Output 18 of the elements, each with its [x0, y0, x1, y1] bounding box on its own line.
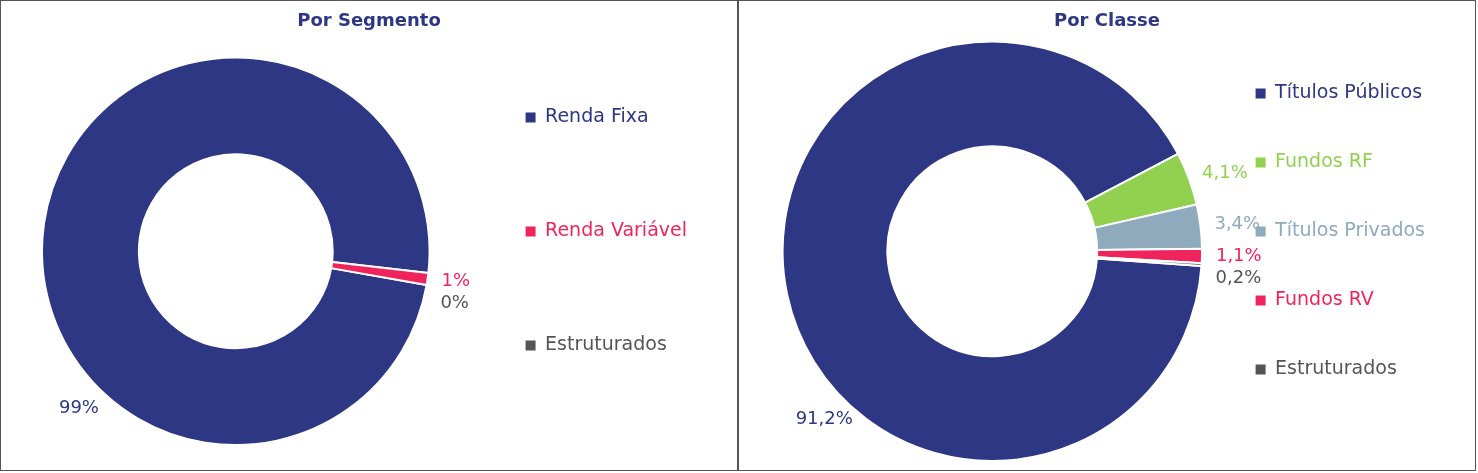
data-label: 4,1% [1202, 161, 1248, 183]
data-label: 1% [441, 268, 470, 290]
data-label: 0,2% [1215, 266, 1262, 288]
legend-label: Títulos Públicos [1274, 80, 1423, 103]
data-label: 91,2% [795, 407, 853, 429]
legend-label: Estruturados [545, 332, 667, 355]
legend-label: Renda Fixa [545, 104, 649, 127]
data-label: 99% [58, 395, 99, 417]
chart-title: Por Classe [1054, 9, 1160, 31]
legend-label: Estruturados [1275, 356, 1397, 379]
chart-title: Por Segmento [297, 9, 441, 31]
data-label: 3,4% [1214, 212, 1261, 234]
legend-label: Fundos RV [1275, 287, 1374, 310]
legend-label: Fundos RF [1275, 149, 1373, 172]
legend-label: Títulos Privados [1274, 218, 1425, 241]
legend-label: Renda Variável [545, 218, 687, 241]
data-label: 1,1% [1215, 244, 1262, 266]
text: 0% [440, 290, 469, 312]
